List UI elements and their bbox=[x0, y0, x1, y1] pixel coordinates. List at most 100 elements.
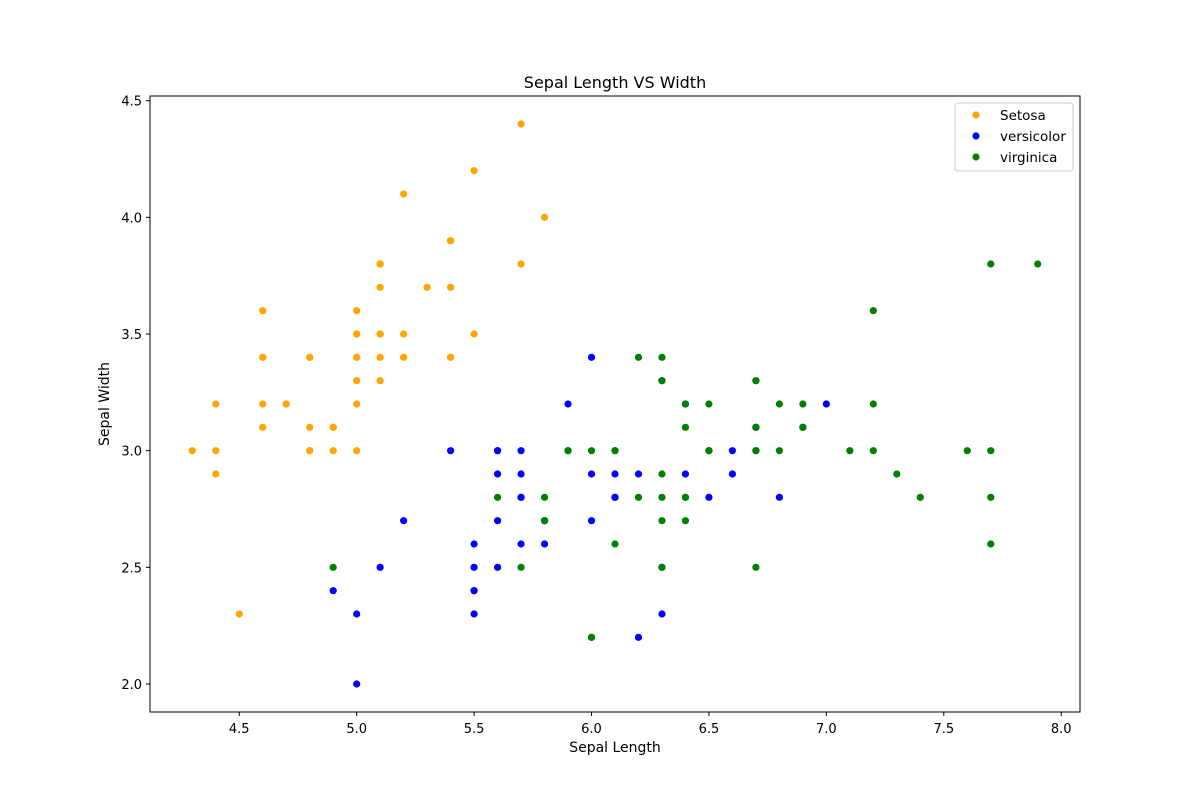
point-setosa-27 bbox=[400, 330, 408, 338]
point-setosa-25 bbox=[353, 447, 361, 455]
point-virginica-38 bbox=[587, 447, 596, 455]
point-versicolor-13 bbox=[611, 470, 619, 478]
point-virginica-43 bbox=[775, 400, 783, 408]
point-versicolor-48 bbox=[376, 563, 384, 571]
legend-marker-versicolor bbox=[972, 132, 980, 140]
point-virginica-46 bbox=[658, 563, 666, 571]
legend-box bbox=[954, 102, 1074, 172]
point-setosa-4 bbox=[353, 307, 361, 315]
point-versicolor-28 bbox=[587, 470, 596, 478]
point-virginica-21 bbox=[493, 493, 502, 501]
point-virginica-13 bbox=[517, 563, 525, 571]
point-virginica-48 bbox=[634, 353, 643, 361]
point-setosa-45 bbox=[306, 447, 314, 455]
y-axis: 2.0 2.5 3.0 3.5 4.0 4.5 bbox=[121, 95, 150, 693]
point-setosa-48 bbox=[423, 283, 431, 291]
y-tick-label: 2.0 bbox=[121, 678, 142, 693]
point-versicolor-4 bbox=[705, 493, 713, 501]
point-virginica-29 bbox=[869, 447, 877, 455]
point-virginica-32 bbox=[681, 493, 690, 501]
point-virginica-35 bbox=[987, 447, 995, 455]
point-versicolor-19 bbox=[493, 563, 502, 571]
point-setosa-33 bbox=[470, 167, 478, 175]
point-virginica-5 bbox=[963, 447, 971, 455]
points-layer bbox=[188, 120, 1042, 688]
point-virginica-45 bbox=[752, 447, 760, 455]
point-versicolor-33 bbox=[587, 517, 596, 525]
point-virginica-23 bbox=[658, 517, 666, 525]
point-virginica-37 bbox=[681, 423, 690, 431]
x-tick-label: 7.0 bbox=[816, 722, 837, 737]
point-setosa-28 bbox=[400, 353, 408, 361]
point-setosa-13 bbox=[188, 447, 196, 455]
point-virginica-12 bbox=[775, 447, 783, 455]
x-tick-label: 5.5 bbox=[464, 722, 485, 737]
point-virginica-7 bbox=[893, 470, 901, 478]
point-setosa-23 bbox=[376, 377, 384, 385]
point-versicolor-38 bbox=[493, 447, 502, 455]
x-tick-label: 6.5 bbox=[699, 722, 720, 737]
point-virginica-41 bbox=[799, 423, 807, 431]
point-virginica-20 bbox=[799, 400, 807, 408]
point-setosa-26 bbox=[353, 353, 361, 361]
point-setosa-41 bbox=[235, 610, 243, 618]
point-setosa-8 bbox=[212, 470, 220, 478]
x-axis-label: Sepal Length bbox=[569, 740, 661, 756]
point-setosa-30 bbox=[306, 423, 314, 431]
point-virginica-30 bbox=[916, 493, 924, 501]
point-setosa-6 bbox=[259, 353, 267, 361]
legend-label-versicolor: versicolor bbox=[1000, 129, 1066, 145]
point-virginica-40 bbox=[752, 423, 760, 431]
point-virginica-8 bbox=[752, 563, 760, 571]
point-setosa-18 bbox=[517, 260, 525, 268]
point-versicolor-35 bbox=[587, 353, 596, 361]
point-versicolor-0 bbox=[822, 400, 830, 408]
point-setosa-16 bbox=[447, 237, 455, 245]
point-virginica-10 bbox=[705, 400, 713, 408]
point-versicolor-29 bbox=[517, 540, 525, 548]
point-versicolor-9 bbox=[400, 517, 408, 525]
point-versicolor-42 bbox=[540, 540, 549, 548]
point-setosa-38 bbox=[212, 447, 220, 455]
point-virginica-3 bbox=[658, 470, 666, 478]
point-versicolor-47 bbox=[634, 470, 643, 478]
point-virginica-26 bbox=[634, 493, 643, 501]
point-virginica-0 bbox=[658, 377, 666, 385]
point-setosa-39 bbox=[376, 353, 384, 361]
point-setosa-43 bbox=[353, 330, 361, 338]
point-setosa-15 bbox=[517, 120, 525, 128]
point-setosa-3 bbox=[259, 423, 267, 431]
point-versicolor-3 bbox=[470, 610, 478, 618]
point-virginica-31 bbox=[1034, 260, 1042, 268]
y-tick-label: 3.0 bbox=[121, 445, 142, 460]
point-setosa-31 bbox=[447, 353, 455, 361]
point-setosa-29 bbox=[282, 400, 290, 408]
point-versicolor-40 bbox=[470, 540, 478, 548]
point-virginica-11 bbox=[681, 517, 690, 525]
point-virginica-14 bbox=[540, 493, 549, 501]
y-tick-label: 2.5 bbox=[121, 561, 142, 576]
point-setosa-22 bbox=[259, 307, 267, 315]
legend: Setosa versicolor virginica bbox=[954, 102, 1074, 172]
point-versicolor-44 bbox=[493, 517, 502, 525]
point-virginica-42 bbox=[540, 517, 549, 525]
point-versicolor-49 bbox=[517, 493, 525, 501]
point-versicolor-7 bbox=[329, 587, 337, 595]
y-axis-label: Sepal Width bbox=[97, 362, 113, 446]
point-setosa-47 bbox=[259, 400, 267, 408]
point-versicolor-18 bbox=[634, 633, 643, 641]
y-tick-label: 3.5 bbox=[121, 328, 142, 343]
point-versicolor-26 bbox=[775, 493, 783, 501]
legend-marker-virginica bbox=[972, 153, 980, 161]
point-versicolor-31 bbox=[470, 587, 478, 595]
point-setosa-17 bbox=[376, 330, 384, 338]
point-setosa-42 bbox=[212, 400, 220, 408]
point-virginica-34 bbox=[611, 540, 619, 548]
x-tick-label: 6.0 bbox=[581, 722, 602, 737]
point-virginica-49 bbox=[564, 447, 572, 455]
point-setosa-24 bbox=[306, 353, 314, 361]
point-versicolor-25 bbox=[728, 447, 737, 455]
point-setosa-1 bbox=[329, 447, 337, 455]
